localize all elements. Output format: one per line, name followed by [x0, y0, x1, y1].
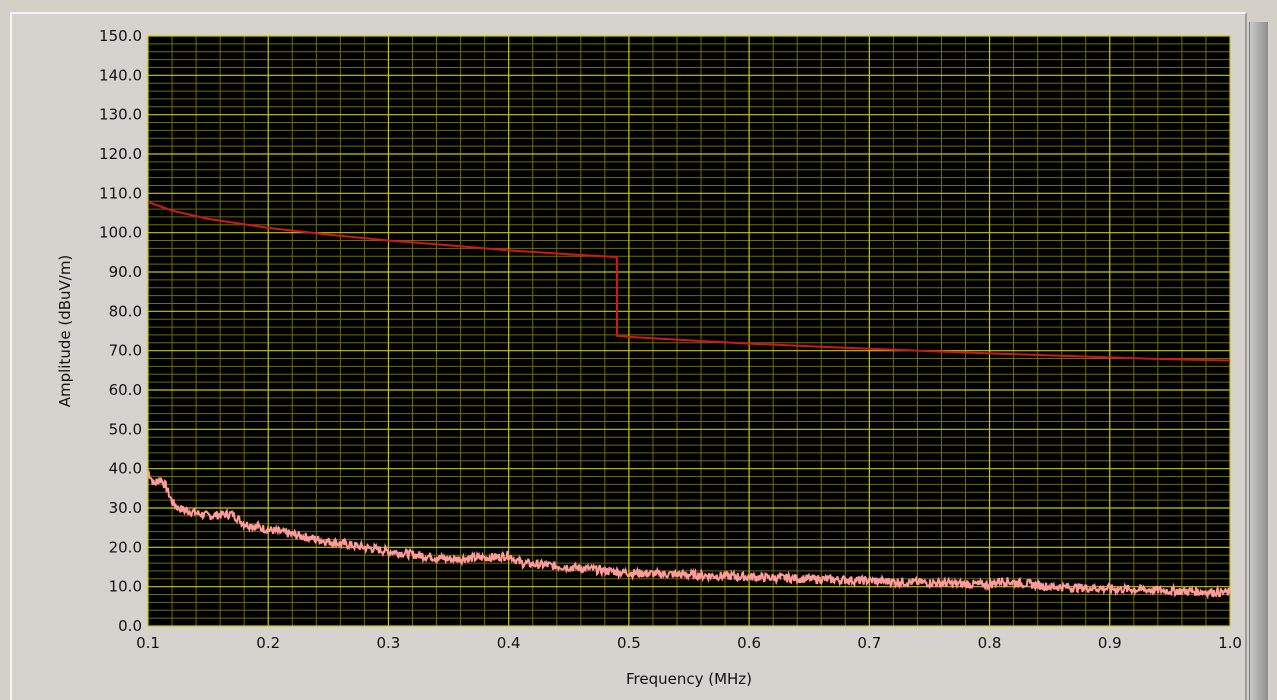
y-tick-label: 70.0: [109, 342, 142, 360]
x-tick-label: 0.7: [857, 634, 881, 652]
panel-edge-bar: [1249, 22, 1268, 700]
y-tick-label: 40.0: [109, 460, 142, 478]
x-axis-ticks: 0.1 0.2 0.3 0.4 0.5 0.6 0.7 0.8 0.9 1.0: [136, 634, 1242, 652]
y-tick-label: 50.0: [109, 420, 142, 438]
series-line-limit: [147, 201, 1231, 362]
plot-area: [148, 36, 1230, 626]
y-axis-title: Amplitude (dBuV/m): [56, 255, 74, 408]
x-tick-label: 1.0: [1218, 634, 1242, 652]
y-tick-label: 60.0: [109, 381, 142, 399]
x-tick-label: 0.8: [978, 634, 1002, 652]
major-grid: [147, 35, 1231, 627]
y-tick-label: 30.0: [109, 499, 142, 517]
y-tick-label: 90.0: [109, 263, 142, 281]
x-axis-title: Frequency (MHz): [626, 670, 752, 688]
y-tick-label: 140.0: [99, 66, 142, 84]
y-tick-label: 100.0: [99, 224, 142, 242]
y-axis-ticks: 0.0 10.0 20.0 30.0 40.0 50.0 60.0 70.0 80.0 90.0 1…: [99, 27, 142, 635]
y-tick-label: 130.0: [99, 106, 142, 124]
series-line-measured: [147, 470, 1231, 600]
x-tick-label: 0.9: [1098, 634, 1122, 652]
x-tick-label: 0.1: [136, 634, 160, 652]
y-tick-label: 0.0: [118, 617, 142, 635]
minor-grid: [148, 36, 1230, 626]
y-tick-label: 20.0: [109, 538, 142, 556]
y-tick-label: 10.0: [109, 578, 142, 596]
y-tick-label: 110.0: [99, 184, 142, 202]
x-tick-label: 0.6: [737, 634, 761, 652]
x-tick-label: 0.2: [256, 634, 280, 652]
x-tick-label: 0.4: [497, 634, 521, 652]
y-tick-label: 120.0: [99, 145, 142, 163]
y-tick-label: 80.0: [109, 302, 142, 320]
y-tick-label: 150.0: [99, 27, 142, 45]
series-layer: [147, 201, 1231, 600]
x-tick-label: 0.3: [377, 634, 401, 652]
x-tick-label: 0.5: [617, 634, 641, 652]
